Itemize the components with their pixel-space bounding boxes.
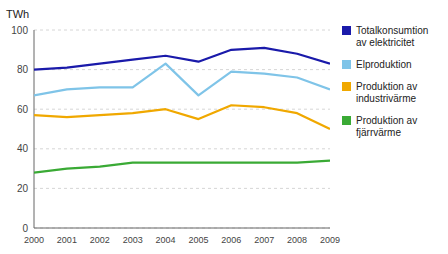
grid-line [34, 148, 330, 149]
x-tick-label: 2000 [24, 235, 44, 245]
grid-line [34, 30, 330, 31]
x-tick-label: 2001 [57, 235, 77, 245]
lines [34, 48, 330, 173]
legend-swatch [342, 82, 351, 91]
legend-label-line: Totalkonsumtion [356, 25, 428, 36]
y-tick-label: 40 [17, 143, 29, 154]
x-tick-label: 2006 [221, 235, 241, 245]
x-tick-label: 2002 [90, 235, 110, 245]
x-tick-label: 2007 [254, 235, 274, 245]
x-tick-label: 2009 [320, 235, 340, 245]
legend-label-line: industrivärme [356, 93, 416, 104]
chart: 0 20 40 60 80 100 2000 2001 2002 2003 2004 2005 2006… [0, 0, 448, 254]
legend-label: Totalkonsumtionav elektricitet [356, 25, 428, 48]
grid-line [34, 109, 330, 110]
series-line [34, 105, 330, 129]
grid-line [34, 69, 330, 70]
legend: Totalkonsumtionav elektricitet Elprodukti… [342, 25, 428, 138]
y-grid [34, 30, 330, 228]
y-tick-label: 100 [11, 25, 28, 36]
legend-label-line: Produktion av [356, 115, 417, 126]
series-line [34, 161, 330, 173]
legend-label-line: Produktion av [356, 81, 417, 92]
y-tick-label: 0 [22, 223, 28, 234]
x-tick-label: 2004 [156, 235, 176, 245]
x-axis [34, 228, 330, 229]
y-axis [34, 30, 35, 228]
y-axis-label: TWh [6, 8, 29, 20]
legend-label: Produktion avfjärrvärme [356, 115, 417, 138]
x-tick-label: 2005 [188, 235, 208, 245]
y-tick-label: 20 [17, 183, 29, 194]
legend-label-line: av elektricitet [356, 37, 415, 48]
series-line [34, 48, 330, 70]
series-line [34, 64, 330, 96]
legend-label-line: Elproduktion [356, 59, 412, 70]
legend-label: Produktion avindustrivärme [356, 81, 417, 104]
legend-swatch [342, 60, 351, 69]
x-tick-label: 2003 [123, 235, 143, 245]
grid-line [34, 228, 330, 229]
legend-label-line: fjärrvärme [356, 127, 401, 138]
grid-line [34, 188, 330, 189]
legend-swatch [342, 116, 351, 125]
y-tick-label: 60 [17, 104, 29, 115]
x-tick-label: 2008 [287, 235, 307, 245]
y-tick-label: 80 [17, 64, 29, 75]
legend-swatch [342, 26, 351, 35]
legend-label: Elproduktion [356, 59, 412, 70]
